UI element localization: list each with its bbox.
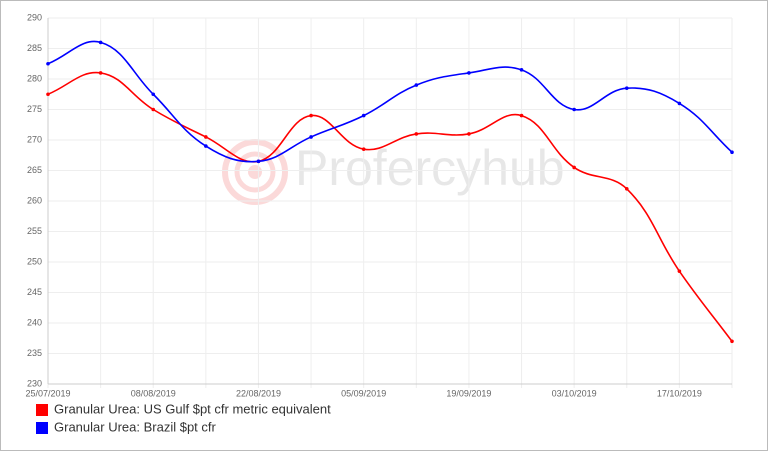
x-tick-label: 25/07/2019 xyxy=(25,388,70,398)
point xyxy=(46,92,50,97)
point xyxy=(309,135,313,139)
point xyxy=(46,61,50,66)
point xyxy=(98,40,103,45)
point xyxy=(151,92,156,97)
legend-label: Granular Urea: Brazil $pt cfr xyxy=(54,419,217,434)
point xyxy=(730,150,734,154)
y-tick-label: 230 xyxy=(27,378,42,388)
point xyxy=(624,86,629,90)
point xyxy=(361,147,366,151)
point xyxy=(519,68,524,72)
point xyxy=(677,269,682,273)
point xyxy=(414,132,419,136)
y-tick-label: 275 xyxy=(27,104,42,114)
point xyxy=(519,113,524,118)
point xyxy=(467,71,471,75)
point xyxy=(414,83,419,87)
point xyxy=(624,187,629,191)
legend-swatch xyxy=(36,422,48,434)
watermark: Profercyhub xyxy=(295,140,565,196)
x-tick-label: 17/10/2019 xyxy=(657,388,702,398)
point xyxy=(730,339,734,344)
point xyxy=(204,135,208,139)
point xyxy=(572,107,576,112)
point xyxy=(256,159,261,164)
y-tick-label: 290 xyxy=(27,12,42,22)
point xyxy=(151,107,156,112)
y-tick-label: 250 xyxy=(27,256,42,266)
x-tick-label: 05/09/2019 xyxy=(341,388,386,398)
x-tick-label: 08/08/2019 xyxy=(131,388,176,398)
y-tick-label: 265 xyxy=(27,165,42,175)
point xyxy=(677,101,682,106)
point xyxy=(572,165,576,170)
y-tick-label: 240 xyxy=(27,317,42,327)
y-tick-label: 255 xyxy=(27,226,42,236)
y-tick-label: 260 xyxy=(27,195,42,205)
y-tick-label: 235 xyxy=(27,348,42,358)
point xyxy=(204,144,208,148)
x-tick-label: 22/08/2019 xyxy=(236,388,281,398)
point xyxy=(309,113,313,118)
legend-label: Granular Urea: US Gulf $pt cfr metric eq… xyxy=(54,401,331,416)
point xyxy=(98,71,103,75)
x-tick-label: 19/09/2019 xyxy=(446,388,491,398)
point xyxy=(361,113,366,118)
point xyxy=(467,132,471,136)
y-tick-label: 285 xyxy=(27,43,42,53)
legend-swatch xyxy=(36,404,48,416)
x-tick-label: 03/10/2019 xyxy=(552,388,597,398)
y-tick-label: 270 xyxy=(27,134,42,144)
y-tick-label: 280 xyxy=(27,73,42,83)
y-tick-label: 245 xyxy=(27,287,42,297)
